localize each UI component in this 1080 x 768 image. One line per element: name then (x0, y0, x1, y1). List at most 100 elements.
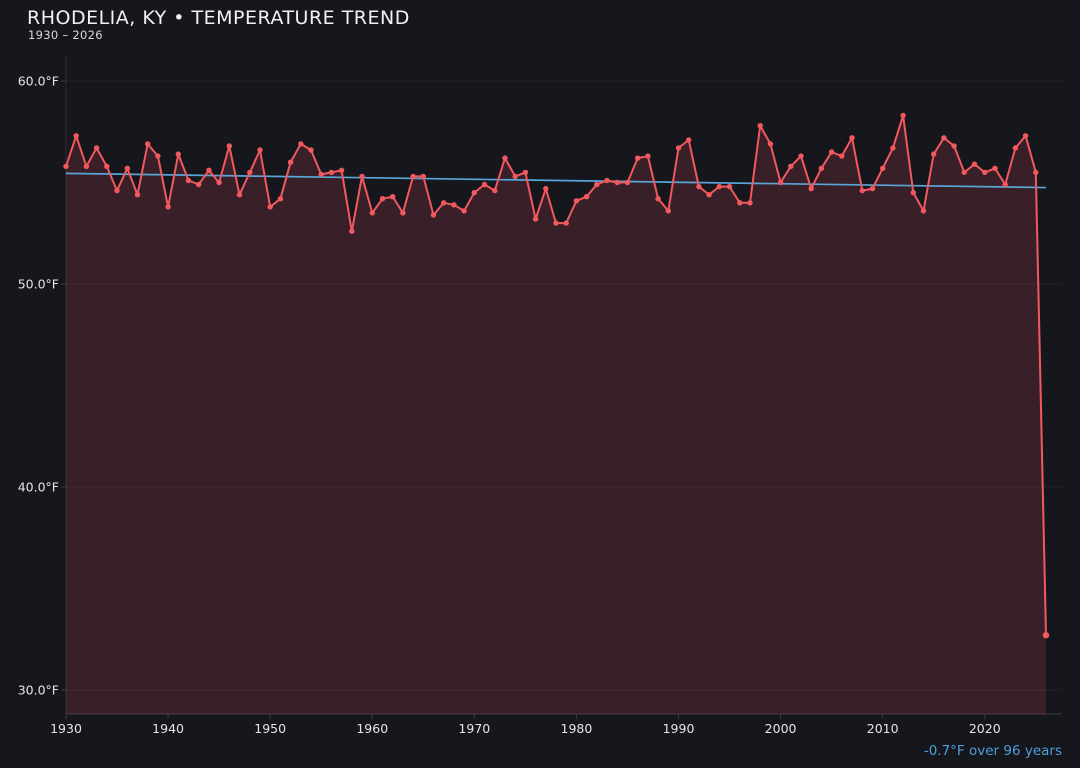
data-point (277, 196, 284, 202)
data-point (1033, 169, 1039, 176)
chart-subtitle: 1930 – 2026 (28, 28, 103, 42)
data-point (145, 141, 151, 147)
data-point (624, 179, 631, 186)
data-point (338, 167, 345, 173)
data-point (675, 145, 682, 151)
data-point (992, 165, 998, 171)
data-point (1042, 632, 1050, 639)
data-point (737, 200, 743, 206)
data-point (308, 147, 314, 153)
data-point (114, 187, 120, 194)
y-tick-label: 60.0°F (18, 74, 59, 89)
data-point (522, 169, 529, 176)
data-point (104, 163, 110, 169)
data-point (747, 200, 753, 206)
x-tick-label: 2000 (765, 721, 797, 736)
data-point (512, 173, 518, 180)
data-point (83, 163, 90, 169)
x-tick-label: 1950 (254, 721, 286, 736)
data-point (369, 210, 375, 216)
trend-annotation: -0.7°F over 96 years (923, 743, 1062, 759)
data-point (900, 112, 906, 119)
data-point (982, 169, 988, 176)
data-point (645, 153, 651, 159)
data-point (890, 145, 896, 151)
data-point (726, 183, 733, 190)
data-point (604, 177, 610, 184)
data-point (961, 169, 967, 176)
data-point (839, 153, 845, 159)
data-point (298, 141, 304, 147)
data-point (910, 189, 916, 196)
data-point (196, 181, 202, 188)
data-point (665, 208, 671, 214)
page-title: RHODELIA, KY • TEMPERATURE TREND (27, 7, 410, 29)
data-point (349, 228, 355, 234)
data-point (788, 163, 794, 169)
data-point (931, 151, 937, 157)
data-point (614, 179, 620, 186)
x-tick-label: 1940 (152, 721, 184, 736)
y-tick-label: 40.0°F (18, 480, 59, 495)
data-point (430, 212, 437, 218)
data-point (1002, 181, 1008, 188)
data-point (492, 187, 498, 194)
data-point (808, 185, 814, 192)
data-point (73, 133, 79, 139)
data-point (267, 204, 273, 210)
data-point (635, 155, 641, 161)
data-point (849, 135, 855, 141)
data-point (420, 173, 426, 180)
data-point (287, 159, 294, 165)
x-tick-label: 1970 (458, 721, 490, 736)
data-point (532, 216, 539, 222)
x-tick-label: 2010 (867, 721, 899, 736)
gridlines (66, 80, 1062, 691)
y-tick-label: 50.0°F (18, 277, 59, 292)
data-point (175, 151, 181, 157)
data-point (594, 181, 600, 188)
data-point (798, 153, 804, 159)
data-point (461, 208, 467, 214)
data-point (818, 165, 825, 171)
data-point (757, 123, 763, 129)
data-point (869, 185, 876, 192)
data-point (410, 173, 416, 180)
data-point (1012, 145, 1019, 151)
data-point (451, 202, 457, 208)
data-point (573, 198, 580, 204)
data-point (951, 143, 957, 149)
series-area-fill (66, 115, 1046, 714)
data-point (328, 169, 335, 176)
data-point (247, 169, 253, 176)
data-point (880, 165, 886, 171)
x-tick-label: 1990 (663, 721, 695, 736)
data-point (696, 183, 702, 190)
data-point (134, 192, 141, 198)
data-point (216, 179, 222, 186)
data-point (185, 177, 192, 184)
data-point (706, 192, 712, 198)
data-point (155, 153, 161, 159)
data-point (379, 196, 386, 202)
data-point (971, 161, 978, 167)
data-point (828, 149, 835, 155)
x-tick-label: 2020 (969, 721, 1001, 736)
data-point (920, 208, 927, 214)
data-point (236, 192, 243, 198)
data-point (257, 147, 263, 153)
data-point (686, 137, 692, 143)
data-point (859, 187, 865, 194)
data-point (206, 167, 212, 173)
data-point (563, 220, 569, 226)
data-point (655, 196, 661, 202)
data-point (165, 204, 171, 210)
data-point (716, 183, 722, 190)
y-axis-ticks: 30.0°F 40.0°F 50.0°F 60.0°F (18, 74, 66, 698)
y-tick-label: 30.0°F (18, 683, 59, 698)
trend-line (65, 172, 1047, 189)
data-point (777, 179, 784, 186)
data-point (226, 143, 232, 149)
data-point (941, 135, 947, 141)
